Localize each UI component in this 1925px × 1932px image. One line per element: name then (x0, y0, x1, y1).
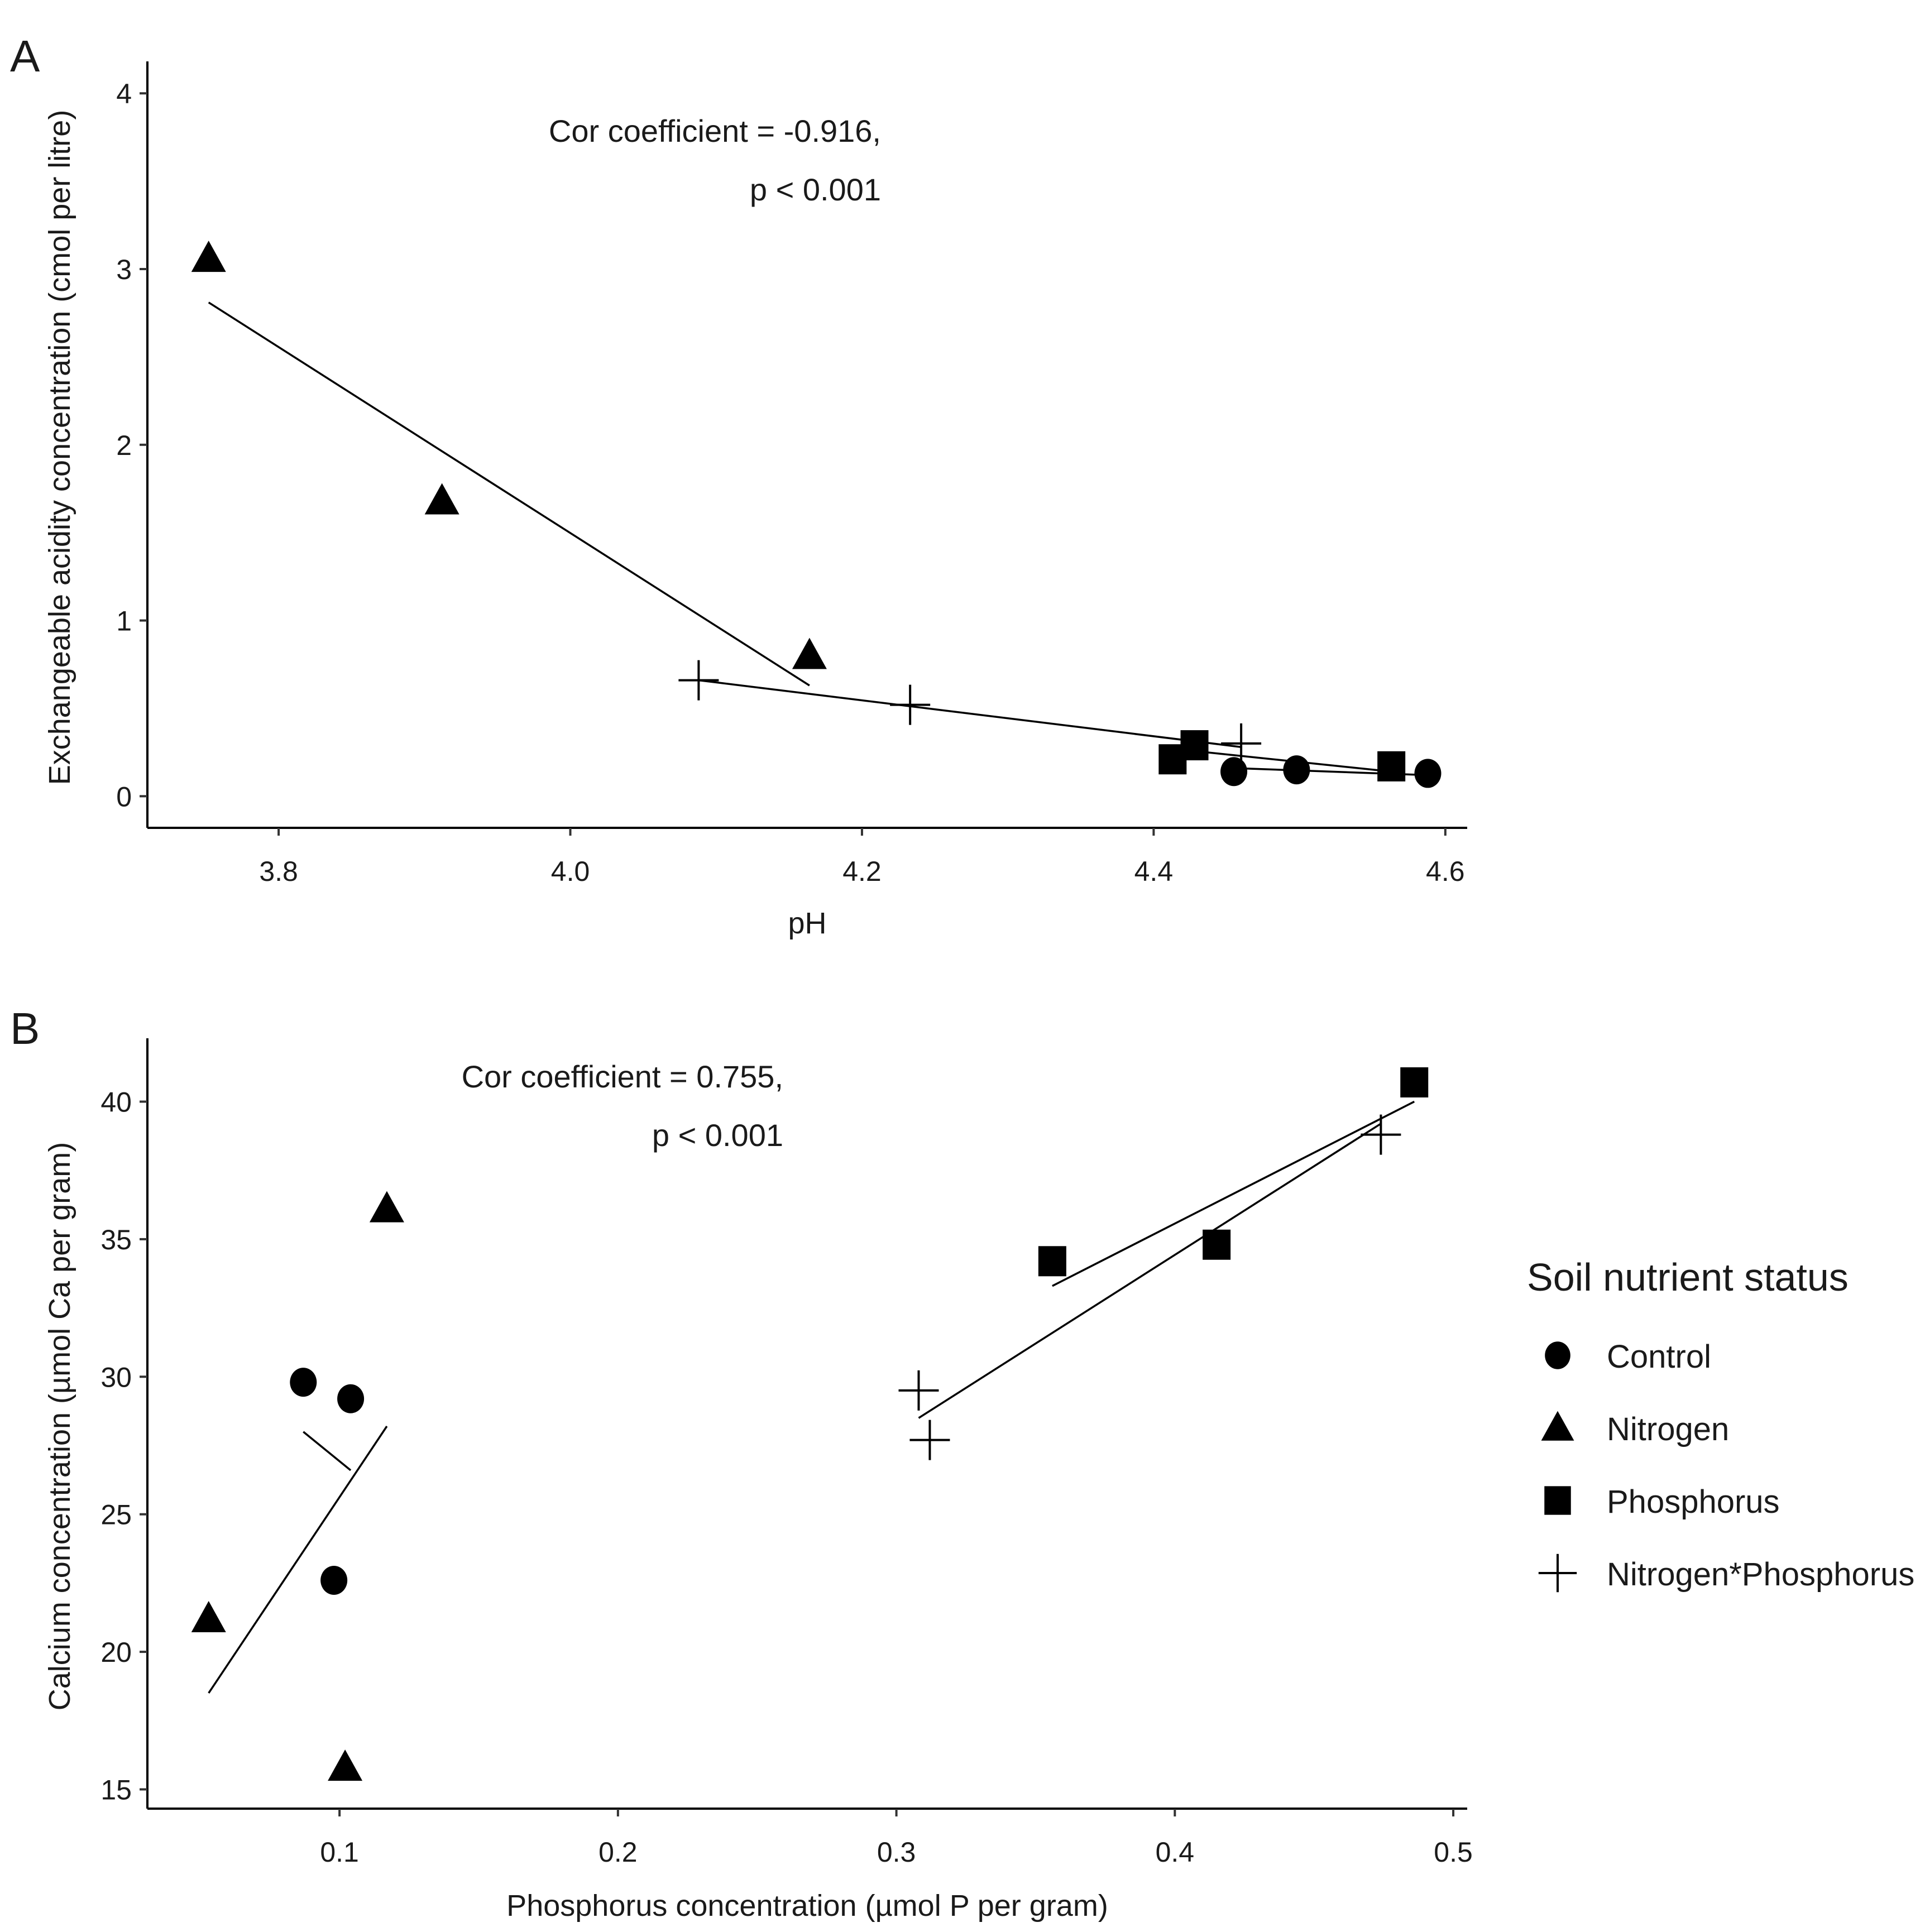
legend-items: Control Nitrogen Phosphorus Nitrogen*Phosph… (1538, 1339, 1914, 1593)
panel-b-x-tick-label: 0.2 (598, 1837, 638, 1868)
panel-b-x-axis-title: Phosphorus concentration (µmol P per gra… (506, 1889, 1108, 1923)
panel-a-x-axis-title: pH (788, 907, 826, 940)
panel-b-point-nitrogen-phosphorus (898, 1370, 939, 1411)
panel-a-point-phosphorus (1377, 751, 1406, 782)
panel-a-point-nitrogen (191, 241, 226, 272)
legend-nitrogen-phosphorus-icon (1538, 1554, 1577, 1593)
panel-b-point-nitrogen (328, 1749, 363, 1781)
legend-phosphorus-icon (1544, 1486, 1571, 1515)
panel-a-point-nitrogen (792, 637, 827, 669)
panel-a-y-tick-label: 3 (116, 254, 132, 285)
panel-a-x-tick-label: 4.0 (551, 856, 590, 887)
panel-b-label: B (10, 1004, 40, 1053)
panel-a-x-tick-label: 4.2 (842, 856, 882, 887)
legend: Soil nutrient status Control Nitrogen Phos… (1527, 1255, 1914, 1593)
panel-a-y-tick-label: 0 (116, 781, 132, 812)
panel-a-point-control (1220, 757, 1248, 787)
panel-b-point-phosphorus (1400, 1067, 1429, 1097)
legend-label-control: Control (1607, 1339, 1711, 1375)
panel-b-y-tick-label: 15 (100, 1775, 132, 1806)
panel-a-point-control (1283, 755, 1310, 785)
panel-a-y-tick-label: 4 (116, 78, 132, 109)
panel-b: B 0.1 0.2 0.3 0.4 0.5 15 20 25 30 35 40 Phosphorus c… (10, 1004, 1473, 1923)
panel-b-x-tick-label: 0.5 (1434, 1837, 1473, 1868)
legend-nitrogen-icon (1541, 1411, 1574, 1441)
panel-b-y-tick-label: 25 (100, 1499, 132, 1531)
panel-b-point-control (337, 1384, 365, 1413)
panel-b-fit-line-nitrogen-phosphorus (918, 1123, 1382, 1419)
panel-a-fit-line-phosphorus (1172, 747, 1392, 773)
panel-a-x-tick-label: 4.6 (1426, 856, 1465, 887)
panel-b-point-control (290, 1368, 317, 1397)
panel-b-point-nitrogen-phosphorus (909, 1420, 950, 1460)
panel-a-point-control (1414, 759, 1442, 788)
panel-b-y-tick-label: 35 (100, 1224, 132, 1255)
panel-b-correlation-annotation: Cor coefficient = 0.755, (462, 1059, 783, 1094)
panel-a-correlation-annotation: Cor coefficient = -0.916, (549, 113, 881, 148)
panel-b-fit-line-nitrogen (208, 1426, 388, 1694)
panel-b-y-tick-label: 40 (100, 1086, 132, 1118)
panel-b-correlation-annotation: p < 0.001 (652, 1118, 783, 1153)
panel-b-y-axis-title: Calcium concentration (µmol Ca per gram) (43, 1142, 76, 1710)
legend-title: Soil nutrient status (1527, 1255, 1849, 1299)
panel-a: A 3.8 4.0 4.2 4.4 4.6 0 1 2 3 4 pH Exchangeable acid… (10, 31, 1467, 940)
legend-label-nitrogen: Nitrogen (1607, 1411, 1729, 1447)
panel-b-x-tick-label: 0.1 (320, 1837, 359, 1868)
panel-a-point-nitrogen (424, 483, 459, 515)
panel-b-y-tick-label: 30 (100, 1361, 132, 1393)
panel-b-point-phosphorus (1203, 1229, 1231, 1260)
panel-b-point-phosphorus (1038, 1246, 1066, 1277)
panel-b-point-nitrogen (369, 1191, 404, 1223)
panel-b-fit-line-control (303, 1431, 352, 1471)
legend-control-icon (1545, 1341, 1570, 1369)
panel-a-point-phosphorus (1180, 730, 1209, 761)
panel-a-point-nitrogen-phosphorus (1221, 723, 1262, 764)
panel-a-y-tick-label: 1 (116, 606, 132, 637)
panel-a-x-tick-label: 4.4 (1134, 856, 1174, 887)
panel-a-point-nitrogen-phosphorus (890, 684, 931, 725)
panel-a-fit-line-nitrogen (208, 301, 810, 687)
panel-b-x-tick-label: 0.4 (1156, 1837, 1195, 1868)
panel-a-label: A (10, 31, 40, 81)
legend-label-nitrogen-phosphorus: Nitrogen*Phosphorus (1607, 1556, 1914, 1593)
panel-b-fit-line-phosphorus (1052, 1100, 1415, 1287)
panel-a-point-nitrogen-phosphorus (678, 660, 719, 701)
legend-label-phosphorus: Phosphorus (1607, 1484, 1780, 1520)
panel-b-point-control (320, 1565, 348, 1595)
panel-a-y-axis-title: Exchangeable acidity concentration (cmol… (43, 110, 76, 785)
panel-a-fit-line-nitrogen-phosphorus (698, 679, 1242, 748)
panel-b-x-tick-label: 0.3 (877, 1837, 916, 1868)
panel-b-y-tick-label: 20 (100, 1637, 132, 1668)
panel-b-point-nitrogen (191, 1600, 226, 1632)
panel-a-y-tick-label: 2 (116, 430, 132, 461)
panel-b-point-nitrogen-phosphorus (1361, 1114, 1401, 1155)
panel-a-correlation-annotation: p < 0.001 (750, 172, 881, 207)
panel-a-x-tick-label: 3.8 (259, 856, 298, 887)
